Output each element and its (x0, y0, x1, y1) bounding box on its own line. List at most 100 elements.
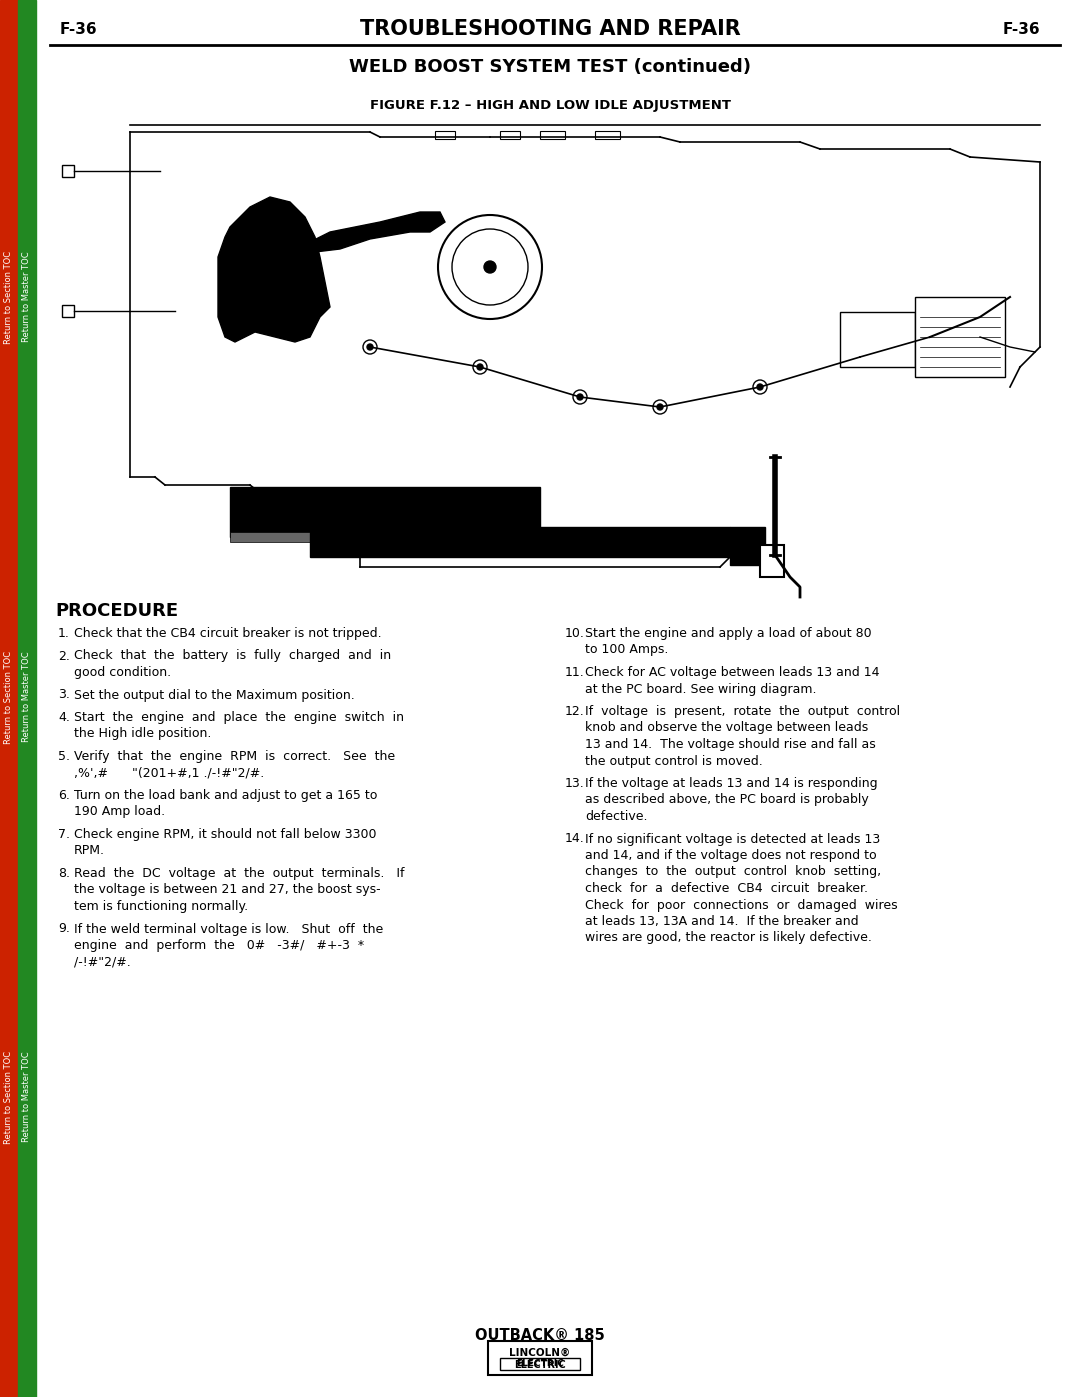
Text: F-36: F-36 (60, 21, 97, 36)
Circle shape (657, 404, 663, 409)
Text: 14.: 14. (565, 833, 584, 845)
Text: If no significant voltage is detected at leads 13: If no significant voltage is detected at… (585, 833, 880, 845)
Bar (488, 1341, 592, 1375)
Text: 190 Amp load.: 190 Amp load. (75, 806, 165, 819)
Circle shape (577, 394, 583, 400)
Bar (0, 0, 18, 1397)
Text: 1.: 1. (58, 627, 70, 640)
Circle shape (453, 229, 528, 305)
Text: Start  the  engine  and  place  the  engine  switch  in: Start the engine and place the engine sw… (75, 711, 404, 724)
Bar (230, 488, 540, 536)
Bar (62, 165, 75, 177)
Text: Start the engine and apply a load of about 80: Start the engine and apply a load of abo… (585, 627, 872, 640)
Text: the High idle position.: the High idle position. (75, 728, 212, 740)
Circle shape (927, 334, 933, 339)
Text: Verify  that  the  engine  RPM  is  correct.   See  the: Verify that the engine RPM is correct. S… (75, 750, 395, 763)
Bar (62, 305, 75, 317)
Text: and 14, and if the voltage does not respond to: and 14, and if the voltage does not resp… (585, 849, 877, 862)
Text: 10.: 10. (565, 627, 585, 640)
Circle shape (484, 261, 496, 272)
Text: changes  to  the  output  control  knob  setting,: changes to the output control knob setti… (585, 866, 881, 879)
Text: RPM.: RPM. (75, 845, 105, 858)
Text: engine  and  perform  the   0#   -3#/   #+-3  *: engine and perform the 0# -3#/ #+-3 * (75, 939, 364, 951)
Circle shape (477, 365, 483, 370)
Bar (18, 0, 36, 1397)
Text: Return to Section TOC: Return to Section TOC (4, 651, 14, 743)
Text: 5.: 5. (58, 750, 70, 763)
Text: Return to Master TOC: Return to Master TOC (23, 251, 31, 342)
Text: Return to Section TOC: Return to Section TOC (4, 250, 14, 344)
Circle shape (853, 351, 867, 365)
Circle shape (363, 339, 377, 353)
Text: Check engine RPM, it should not fall below 3300: Check engine RPM, it should not fall bel… (75, 828, 377, 841)
Text: as described above, the PC board is probably: as described above, the PC board is prob… (585, 793, 868, 806)
Text: TROUBLESHOOTING AND REPAIR: TROUBLESHOOTING AND REPAIR (360, 20, 741, 39)
Bar (760, 545, 784, 577)
Text: defective.: defective. (585, 810, 648, 823)
Text: the output control is moved.: the output control is moved. (585, 754, 762, 767)
Text: at leads 13, 13A and 14.  If the breaker and: at leads 13, 13A and 14. If the breaker … (585, 915, 859, 928)
Text: Check that the CB4 circuit breaker is not tripped.: Check that the CB4 circuit breaker is no… (75, 627, 381, 640)
Polygon shape (310, 212, 445, 251)
Text: If the voltage at leads 13 and 14 is responding: If the voltage at leads 13 and 14 is res… (585, 777, 878, 789)
Circle shape (923, 330, 937, 344)
Text: 11.: 11. (565, 666, 584, 679)
Text: 13.: 13. (565, 777, 584, 789)
Circle shape (438, 215, 542, 319)
Bar (500, 1358, 580, 1370)
Text: OUTBACK® 185: OUTBACK® 185 (475, 1327, 605, 1343)
Circle shape (473, 360, 487, 374)
Bar (540, 131, 565, 138)
Text: If the weld terminal voltage is low.   Shut  off  the: If the weld terminal voltage is low. Shu… (75, 922, 383, 936)
Circle shape (573, 390, 588, 404)
Text: 6.: 6. (58, 789, 70, 802)
Text: Return to Section TOC: Return to Section TOC (4, 1051, 14, 1144)
Circle shape (858, 353, 863, 360)
Text: ,%',#      "(201+#,1 ./-!#"2/#.: ,%',# "(201+#,1 ./-!#"2/#. (75, 767, 265, 780)
Text: Check  that  the  battery  is  fully  charged  and  in: Check that the battery is fully charged … (75, 650, 391, 662)
Text: the voltage is between 21 and 27, the boost sys-: the voltage is between 21 and 27, the bo… (75, 883, 380, 897)
Text: Turn on the load bank and adjust to get a 165 to: Turn on the load bank and adjust to get … (75, 789, 377, 802)
Circle shape (367, 344, 373, 351)
Text: check  for  a  defective  CB4  circuit  breaker.: check for a defective CB4 circuit breake… (585, 882, 868, 895)
Circle shape (653, 400, 667, 414)
Text: If  voltage  is  present,  rotate  the  output  control: If voltage is present, rotate the output… (585, 705, 900, 718)
Bar (435, 131, 455, 138)
Text: 13 and 14.  The voltage should rise and fall as: 13 and 14. The voltage should rise and f… (585, 738, 876, 752)
Text: WELD BOOST SYSTEM TEST (continued): WELD BOOST SYSTEM TEST (continued) (349, 59, 751, 75)
Bar (310, 527, 730, 557)
Text: tem is functioning normally.: tem is functioning normally. (75, 900, 248, 914)
Text: Read  the  DC  voltage  at  the  output  terminals.   If: Read the DC voltage at the output termin… (75, 868, 405, 880)
Bar (595, 131, 620, 138)
Bar (730, 527, 765, 564)
Bar (915, 298, 1005, 377)
Bar (500, 131, 519, 138)
Circle shape (753, 380, 767, 394)
Bar (840, 312, 915, 367)
Text: Return to Master TOC: Return to Master TOC (23, 1052, 31, 1143)
Text: wires are good, the reactor is likely defective.: wires are good, the reactor is likely de… (585, 932, 872, 944)
Polygon shape (218, 197, 330, 342)
Text: FIGURE F.12 – HIGH AND LOW IDLE ADJUSTMENT: FIGURE F.12 – HIGH AND LOW IDLE ADJUSTME… (369, 99, 730, 112)
Text: 3.: 3. (58, 689, 70, 701)
Text: Check  for  poor  connections  or  damaged  wires: Check for poor connections or damaged wi… (585, 898, 897, 911)
Text: at the PC board. See wiring diagram.: at the PC board. See wiring diagram. (585, 683, 816, 696)
Text: Check for AC voltage between leads 13 and 14: Check for AC voltage between leads 13 an… (585, 666, 879, 679)
Text: 8.: 8. (58, 868, 70, 880)
Text: F-36: F-36 (1002, 21, 1040, 36)
Text: 4.: 4. (58, 711, 70, 724)
Text: /-!#"2/#.: /-!#"2/#. (75, 956, 131, 968)
Text: to 100 Amps.: to 100 Amps. (585, 644, 669, 657)
Bar (230, 532, 540, 542)
Text: LINCOLN®: LINCOLN® (510, 1348, 570, 1358)
Text: ELECTRIC: ELECTRIC (514, 1361, 566, 1370)
Text: PROCEDURE: PROCEDURE (55, 602, 178, 620)
Text: ELECTRIC: ELECTRIC (516, 1359, 564, 1369)
Text: Return to Master TOC: Return to Master TOC (23, 651, 31, 742)
Circle shape (757, 384, 762, 390)
Text: knob and observe the voltage between leads: knob and observe the voltage between lea… (585, 721, 868, 735)
Text: 9.: 9. (58, 922, 70, 936)
Text: 2.: 2. (58, 650, 70, 662)
Text: Set the output dial to the Maximum position.: Set the output dial to the Maximum posit… (75, 689, 354, 701)
Text: 12.: 12. (565, 705, 584, 718)
